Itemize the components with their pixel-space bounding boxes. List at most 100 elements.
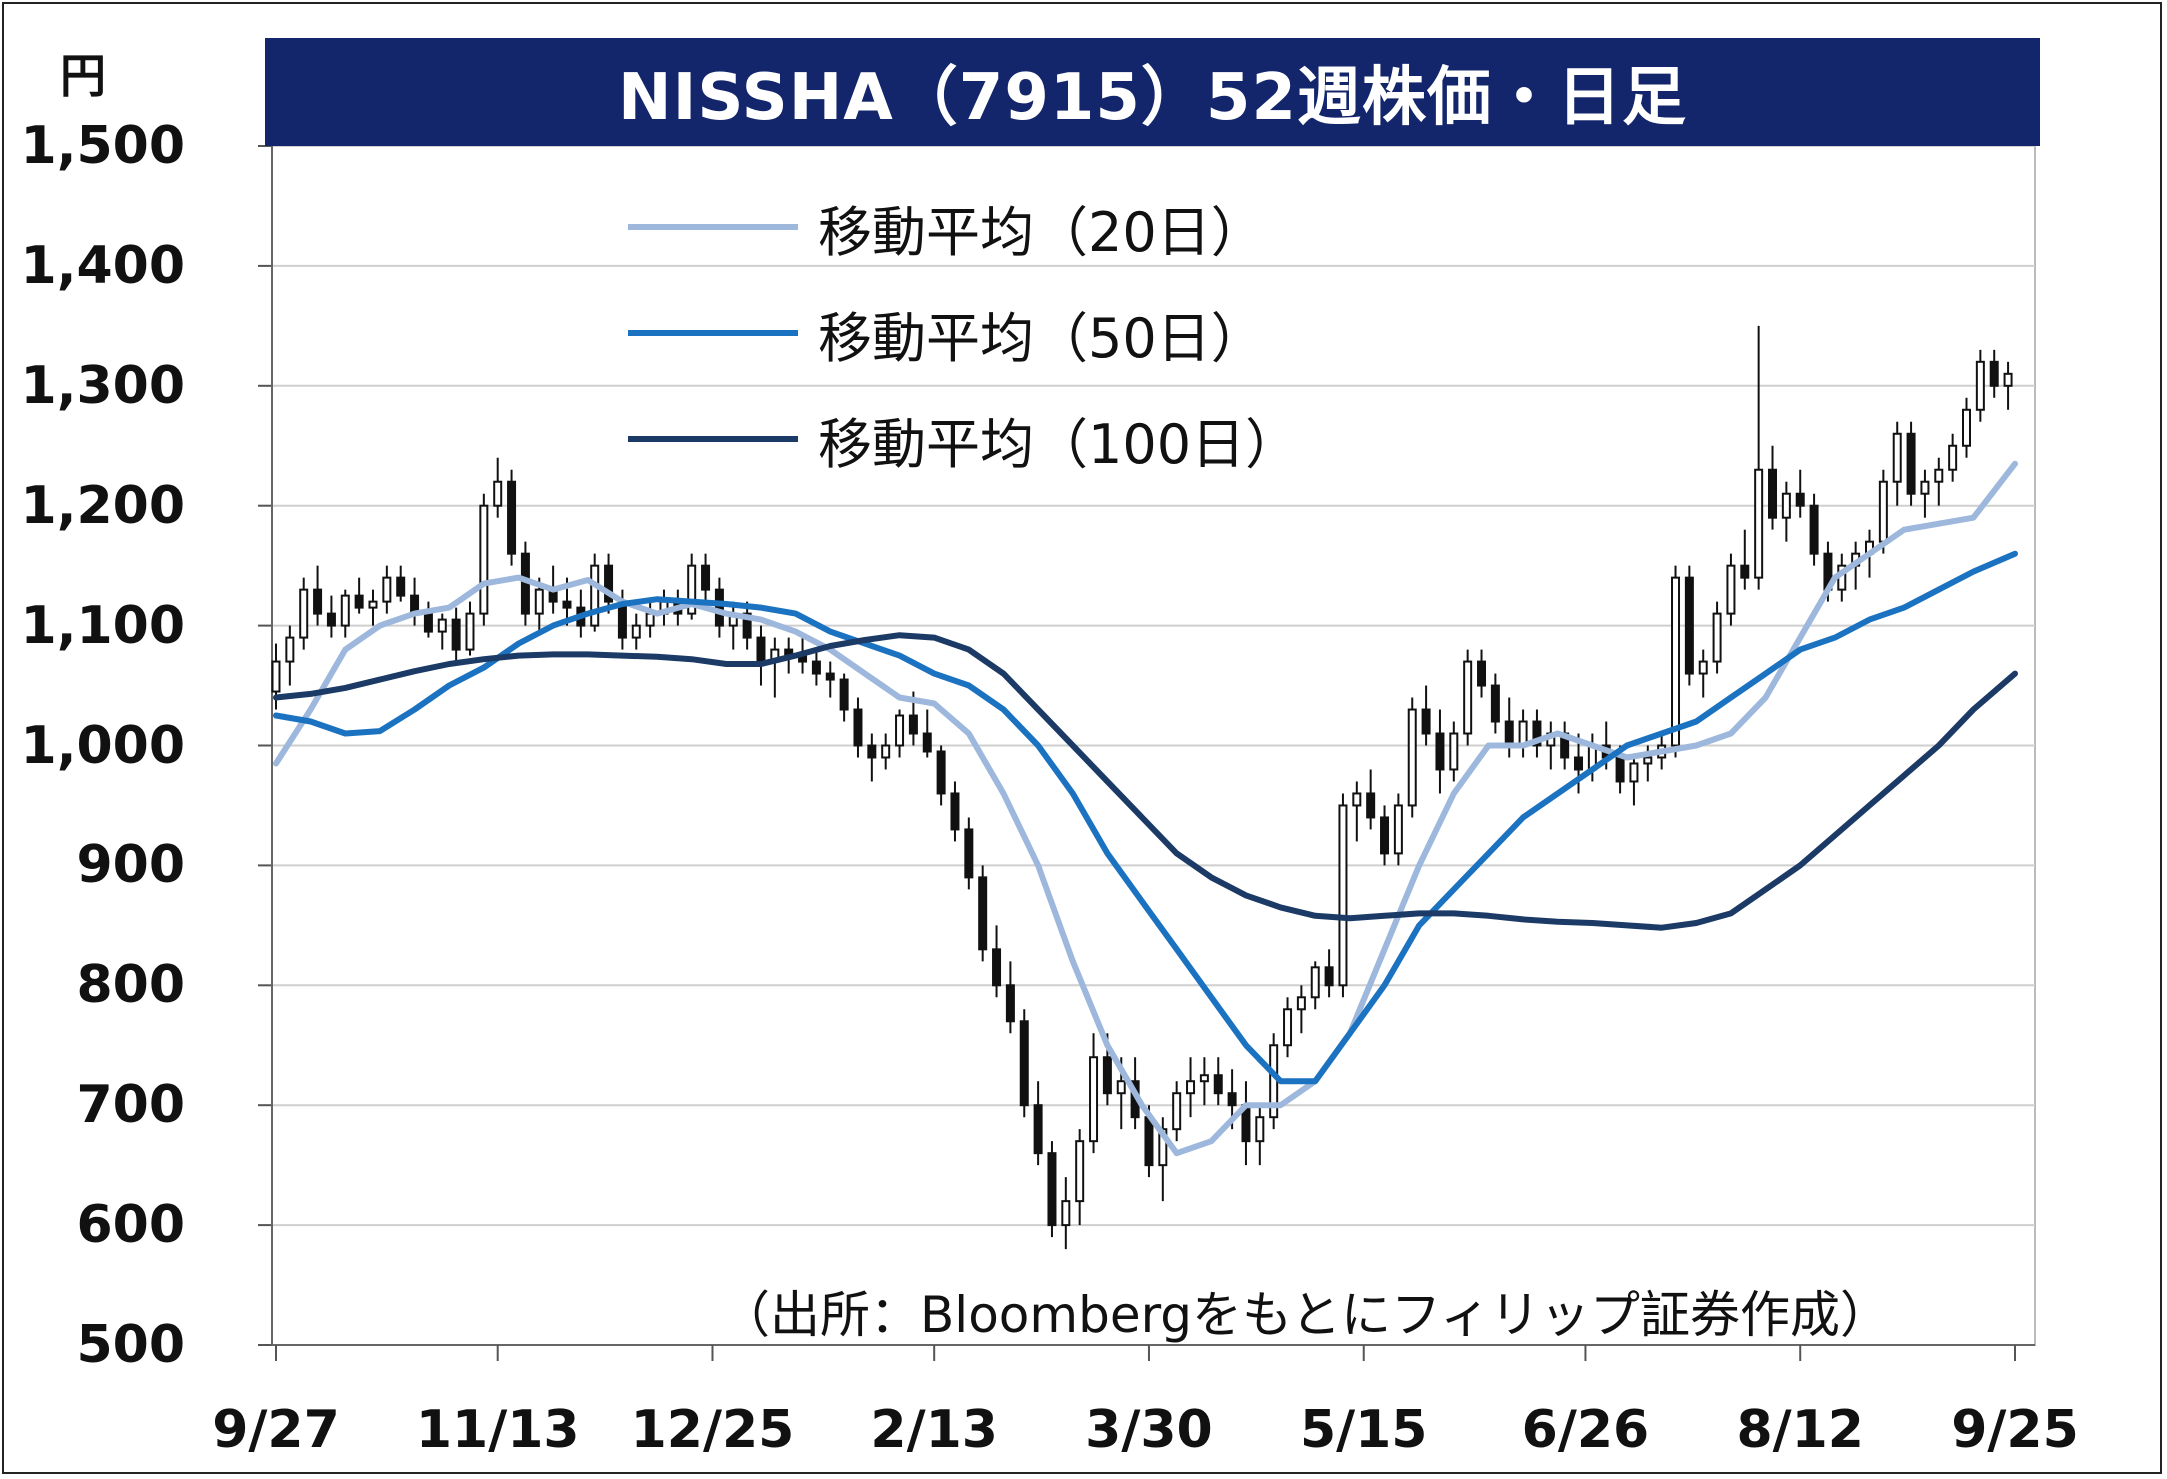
candle-body [1740,564,1750,579]
candle [1490,673,1500,734]
candle [1172,1081,1182,1142]
candle [1421,685,1431,746]
candle-body [354,594,364,609]
candle-body [1296,996,1306,1011]
x-tick-label: 12/25 [630,1400,795,1460]
candle-body [1089,1056,1099,1143]
candle [1463,649,1473,746]
candle-body [1324,966,1334,987]
candle [659,589,669,626]
candle [1047,1141,1057,1238]
candle [770,637,780,698]
candle [1269,1033,1279,1130]
candle-body [299,588,309,639]
candle-body [853,708,863,747]
legend-label-ma100: 移動平均（100日） [818,412,1300,476]
candle [1075,1129,1085,1226]
candle-body [687,564,697,615]
candle-body [1393,804,1403,855]
candle-body [811,660,821,675]
x-tick-label: 3/30 [1085,1400,1213,1460]
x-tick-label: 9/25 [1951,1400,2079,1460]
candle-body [340,594,350,627]
moving-average-lines [273,460,2018,1157]
candle-body [992,948,1002,987]
candle-body [368,600,378,609]
axes [258,145,2035,1361]
candle-body [382,576,392,603]
candle [479,493,489,626]
candle [451,607,461,662]
candle [1241,1081,1251,1166]
candle [465,601,475,656]
candle [742,601,752,650]
candle-body [479,504,489,615]
candle-body [465,612,475,651]
candle-body [1463,660,1473,735]
candle [1546,721,1556,770]
candle [1477,649,1487,698]
candle [1975,349,1985,422]
candle [978,865,988,962]
y-tick-label: 500 [76,1315,185,1375]
candle [1989,349,1999,398]
candle [1532,709,1542,758]
candle [1712,601,1722,674]
candle [423,601,433,638]
candle [1310,961,1320,1010]
candle-body [1213,1074,1223,1095]
candle-body [326,612,336,627]
candle-body [756,636,766,663]
legend-item-ma20: 移動平均（20日） [628,192,1265,264]
candle [590,553,600,632]
x-tick-label: 9/27 [212,1400,340,1460]
candle [1380,805,1390,866]
candle-body [1172,1092,1182,1131]
candle [1920,469,1930,518]
candle [368,589,378,626]
candle [299,577,309,650]
candle-body [1421,708,1431,735]
candle [340,589,350,638]
candle-body [1255,1116,1265,1143]
candle [1740,529,1750,590]
candle [410,577,420,626]
candle [1518,709,1528,758]
candle [1019,1009,1029,1118]
legend-label-ma50: 移動平均（50日） [818,306,1265,370]
x-tick-label: 6/26 [1521,1400,1650,1460]
candle [313,565,323,626]
candle-body [950,792,960,831]
candle-body [908,714,918,735]
candle-body [1809,504,1819,555]
candle [326,595,336,638]
gridlines [271,145,2036,1346]
candle [1781,481,1791,542]
candle [895,709,905,758]
candle [1199,1057,1209,1106]
candle [811,649,821,686]
candle-body [895,714,905,747]
candle [1213,1057,1223,1106]
candle [1449,721,1459,782]
candle [1698,649,1708,698]
candle [382,565,392,614]
candle-body [936,750,946,795]
candle-body [1643,756,1653,765]
candle [964,817,974,890]
candle-body [1989,360,1999,387]
y-tick-label: 600 [76,1195,185,1256]
x-tick-label: 2/13 [870,1400,998,1460]
candle-body [1878,480,1888,543]
candle-body [1075,1140,1085,1203]
candle-body [881,744,891,759]
candle-body [742,612,752,639]
candle [1061,1177,1071,1250]
candle [1892,421,1902,506]
candle [1560,721,1570,770]
legend-item-ma50: 移動平均（50日） [628,298,1265,370]
candle-body [1366,792,1376,819]
candle [631,613,641,650]
candle-body [271,660,281,693]
candle-body [396,576,406,597]
